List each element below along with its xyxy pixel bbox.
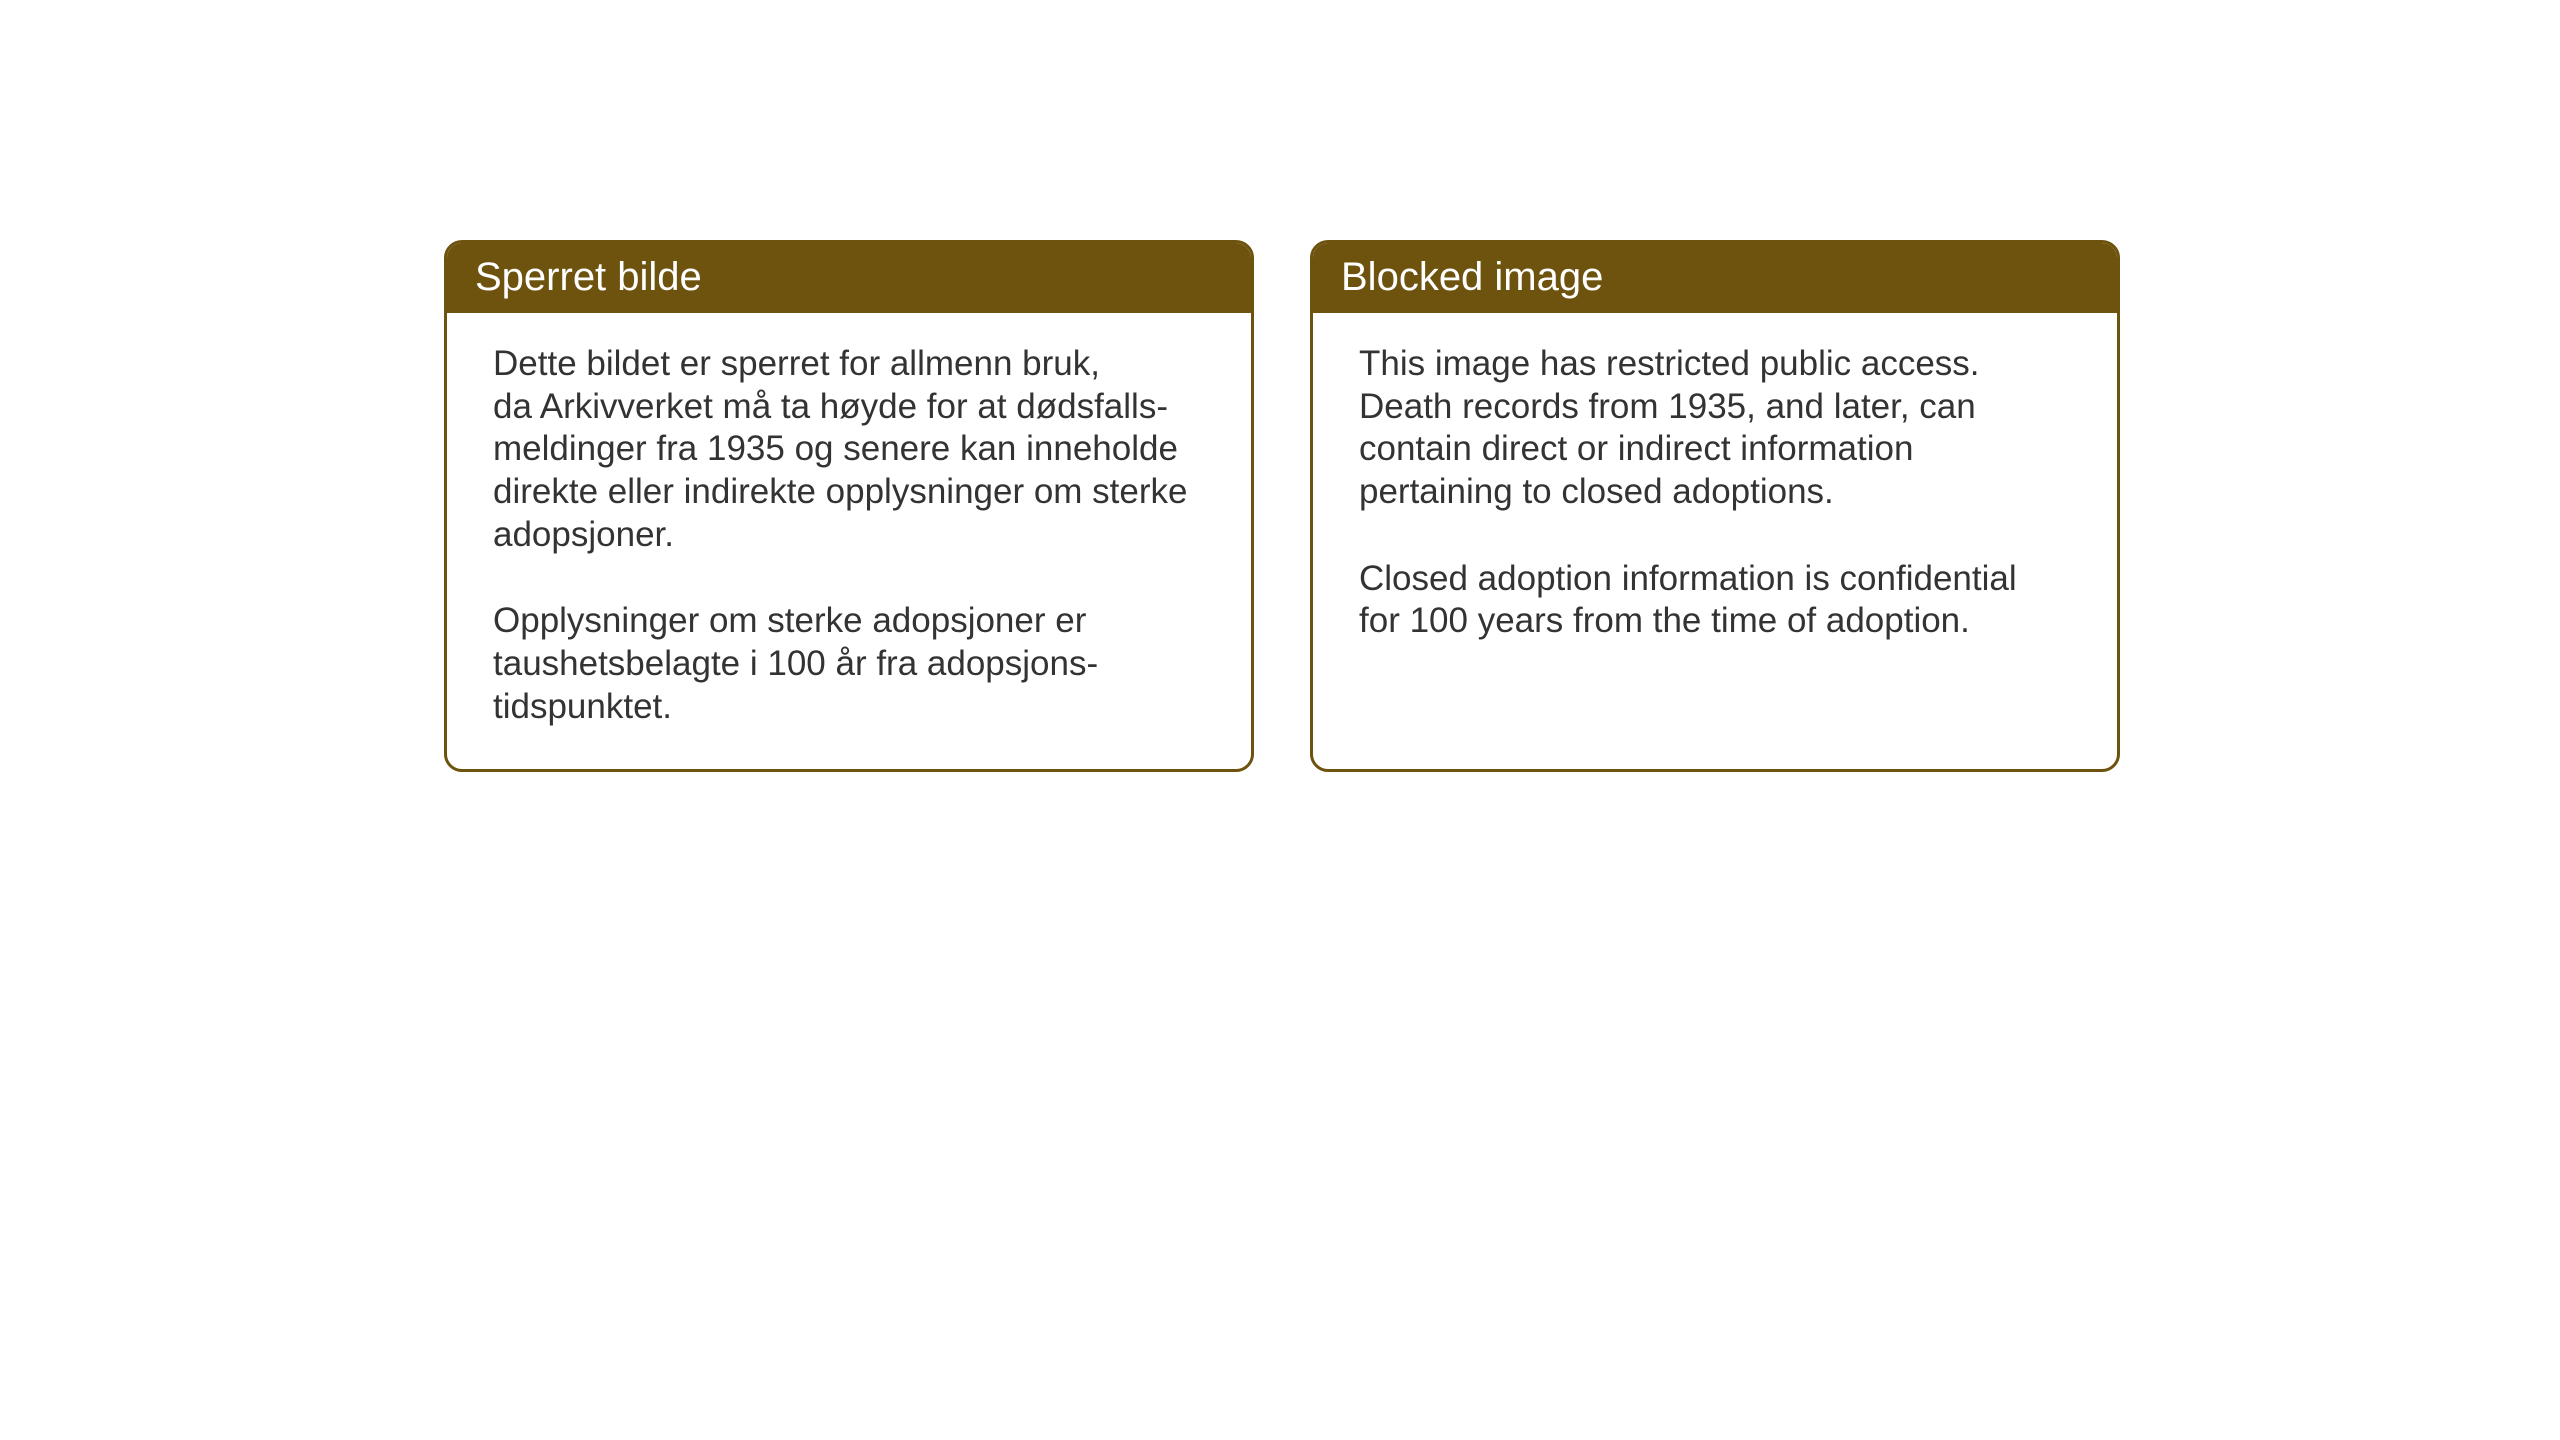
text-line: for 100 years from the time of adoption.	[1359, 600, 2071, 643]
text-line: da Arkivverket må ta høyde for at dødsfa…	[493, 386, 1205, 429]
norwegian-card-body: Dette bildet er sperret for allmenn bruk…	[447, 313, 1251, 769]
english-paragraph-2: Closed adoption information is confident…	[1359, 558, 2071, 643]
text-line: adopsjoner.	[493, 514, 1205, 557]
norwegian-paragraph-2: Opplysninger om sterke adopsjoner er tau…	[493, 600, 1205, 728]
text-line: This image has restricted public access.	[1359, 343, 2071, 386]
text-line: Closed adoption information is confident…	[1359, 558, 2071, 601]
text-line: meldinger fra 1935 og senere kan innehol…	[493, 428, 1205, 471]
text-line: Opplysninger om sterke adopsjoner er	[493, 600, 1205, 643]
text-line: direkte eller indirekte opplysninger om …	[493, 471, 1205, 514]
english-paragraph-1: This image has restricted public access.…	[1359, 343, 2071, 514]
notice-container: Sperret bilde Dette bildet er sperret fo…	[444, 240, 2120, 772]
norwegian-card-title: Sperret bilde	[447, 243, 1251, 313]
english-notice-card: Blocked image This image has restricted …	[1310, 240, 2120, 772]
english-card-body: This image has restricted public access.…	[1313, 313, 2117, 743]
text-line: pertaining to closed adoptions.	[1359, 471, 2071, 514]
text-line: Dette bildet er sperret for allmenn bruk…	[493, 343, 1205, 386]
text-line: Death records from 1935, and later, can	[1359, 386, 2071, 429]
norwegian-notice-card: Sperret bilde Dette bildet er sperret fo…	[444, 240, 1254, 772]
text-line: contain direct or indirect information	[1359, 428, 2071, 471]
text-line: tidspunktet.	[493, 686, 1205, 729]
norwegian-paragraph-1: Dette bildet er sperret for allmenn bruk…	[493, 343, 1205, 556]
text-line: taushetsbelagte i 100 år fra adopsjons-	[493, 643, 1205, 686]
english-card-title: Blocked image	[1313, 243, 2117, 313]
